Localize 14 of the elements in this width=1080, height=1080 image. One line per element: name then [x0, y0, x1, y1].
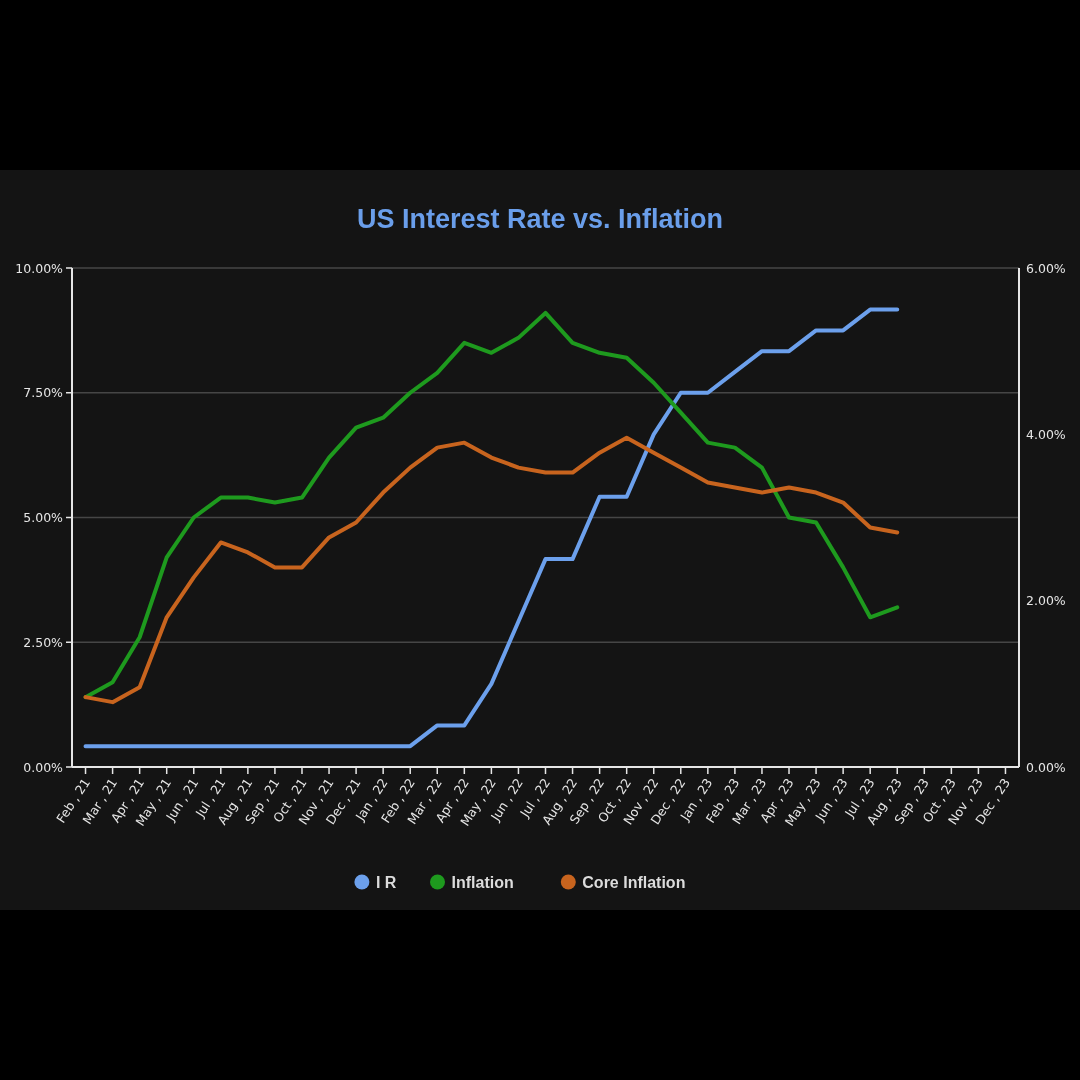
y-tick-label: 7.50% — [23, 385, 64, 401]
legend-label: Inflation — [451, 873, 514, 891]
legend-label: Core Inflation — [582, 873, 686, 891]
y-tick-label: 10.00% — [15, 260, 64, 276]
y2-tick-label: 4.00% — [1026, 426, 1066, 442]
y-tick-label: 5.00% — [23, 510, 64, 525]
line-series — [83, 435, 900, 705]
y-tick-label: 2.50% — [23, 634, 64, 650]
y2-tick-label: 2.00% — [1026, 593, 1066, 609]
chart-title: US Interest Rate vs. Inflation — [356, 204, 724, 234]
y-tick-label: 0.00% — [23, 759, 64, 775]
y2-tick-label: 6.00% — [1026, 260, 1066, 276]
legend-label: I R — [375, 873, 397, 891]
y2-tick-label: 0.00% — [1026, 759, 1066, 775]
